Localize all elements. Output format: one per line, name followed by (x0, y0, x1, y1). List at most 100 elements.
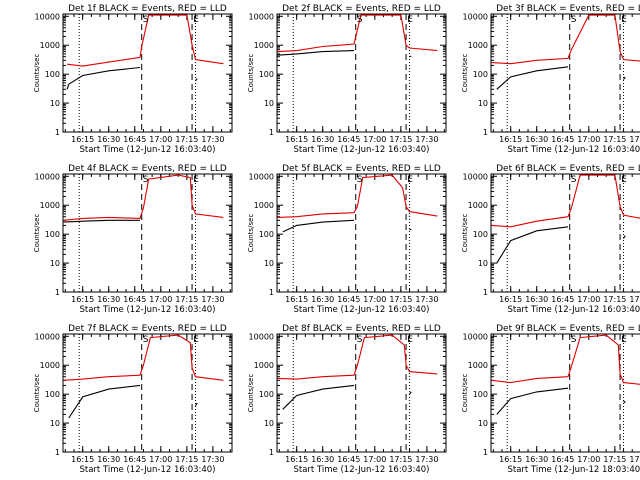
series-line-black (623, 235, 626, 239)
x-tick-label: 17:30 (629, 295, 640, 304)
x-axis-label: Start Time (12-Jun-12 16:03:40) (508, 145, 640, 155)
y-tick-label: 100 (473, 70, 488, 79)
y-tick-label: 10 (264, 99, 274, 108)
y-tick-label: 100 (259, 230, 274, 239)
x-tick-label: 16:45 (123, 455, 146, 464)
series-line-black (195, 78, 198, 81)
x-tick-label: 17:30 (201, 295, 224, 304)
start-marker: S (143, 15, 149, 25)
x-tick-label: 17:15 (603, 135, 626, 144)
series-line-red (67, 14, 224, 67)
series-line-red (491, 14, 640, 65)
x-axis-label: Start Time (12-Jun-12 16:03:40) (294, 465, 430, 475)
x-tick-label: 17:00 (149, 135, 172, 144)
y-tick-label: 1000 (40, 41, 60, 50)
x-tick-label: 16:30 (97, 455, 120, 464)
x-axis-label: Start Time (12-Jun-12 16:03:40) (80, 305, 216, 315)
series-line-black (409, 55, 412, 58)
series-line-red (277, 174, 438, 218)
x-tick-label: 16:15 (285, 455, 308, 464)
x-tick-label: 16:15 (499, 135, 522, 144)
x-axis-label: Start Time (12-Jun-12 16:03:40) (294, 305, 430, 315)
x-tick-label: 17:00 (363, 135, 386, 144)
series-line-black (496, 66, 569, 90)
x-tick-label: 17:15 (389, 295, 412, 304)
y-tick-label: 1 (483, 288, 488, 297)
x-tick-label: 17:00 (149, 295, 172, 304)
chart-panel-8: Det 8f BLACK = Events, RED = LLD 1 10 100 10… (247, 324, 447, 475)
y-tick-label: 10000 (35, 12, 60, 21)
chart-panel-9: Det 9f BLACK = Events, RED = LLD 1 10 100 10… (461, 324, 640, 475)
x-tick-label: 17:00 (577, 295, 600, 304)
x-tick-label: 16:15 (285, 135, 308, 144)
x-tick-label: 17:15 (175, 135, 198, 144)
x-tick-label: 17:00 (363, 295, 386, 304)
chart-panel-4: Det 4f BLACK = Events, RED = LLD 1 10 100 10… (33, 164, 233, 315)
start-marker: S (143, 335, 149, 345)
x-axis-label: Start Time (12-Jun-12 16:03:40) (80, 145, 216, 155)
chart-title: Det 9f BLACK = Events, RED = LLD (496, 324, 640, 334)
y-tick-label: 10 (478, 419, 488, 428)
x-tick-label: 16:15 (499, 455, 522, 464)
plot-frame (276, 13, 447, 133)
chart-title: Det 1f BLACK = Events, RED = LLD (68, 4, 227, 14)
y-tick-label: 10 (478, 99, 488, 108)
series-line-black (282, 219, 355, 233)
x-axis-label: Start Time (12-Jun-12 16:03:40) (80, 465, 216, 475)
y-axis-label: Counts/sec (461, 214, 469, 253)
y-tick-label: 100 (259, 390, 274, 399)
x-tick-label: 17:15 (389, 455, 412, 464)
x-tick-label: 17:30 (201, 135, 224, 144)
plot-frame (276, 333, 447, 453)
y-tick-label: 1 (55, 448, 60, 457)
y-tick-label: 1000 (40, 361, 60, 370)
x-tick-label: 16:15 (71, 135, 94, 144)
x-tick-label: 16:15 (285, 295, 308, 304)
plot-frame (276, 173, 447, 293)
end-marker: E (193, 175, 199, 185)
series-line-black (282, 384, 355, 410)
x-tick-label: 16:45 (123, 295, 146, 304)
series-line-black (623, 400, 626, 404)
x-tick-label: 16:45 (337, 295, 360, 304)
series-line-red (277, 14, 438, 53)
y-tick-label: 1 (269, 128, 274, 137)
start-marker: S (143, 175, 149, 185)
start-marker: S (571, 175, 577, 185)
series-line-black (496, 387, 569, 415)
x-axis-label: Start Time (12-Jun-12 16:03:40) (294, 145, 430, 155)
x-tick-label: 16:30 (525, 455, 548, 464)
y-tick-label: 1 (55, 128, 60, 137)
y-tick-label: 1 (269, 448, 274, 457)
x-tick-label: 16:30 (525, 295, 548, 304)
y-tick-label: 10 (50, 99, 60, 108)
y-axis-label: Counts/sec (33, 54, 41, 93)
chart-panel-2: Det 2f BLACK = Events, RED = LLD 1 10 100 10… (247, 4, 447, 155)
x-tick-label: 16:45 (337, 135, 360, 144)
end-marker: E (407, 15, 413, 25)
chart-panel-6: Det 6f BLACK = Events, RED = LLD 1 10 100 10… (461, 164, 640, 315)
x-tick-label: 17:00 (577, 135, 600, 144)
y-axis-label: Counts/sec (247, 54, 255, 93)
y-tick-label: 1000 (40, 201, 60, 210)
series-line-red (491, 334, 640, 385)
series-line-black (66, 66, 141, 90)
x-tick-label: 16:30 (311, 135, 334, 144)
end-marker: E (621, 335, 627, 345)
series-line-red (63, 174, 224, 221)
chart-title: Det 4f BLACK = Events, RED = LLD (68, 164, 227, 174)
x-tick-label: 17:30 (415, 295, 438, 304)
series-line-black (623, 76, 626, 80)
chart-title: Det 7f BLACK = Events, RED = LLD (68, 324, 227, 334)
x-tick-label: 16:30 (97, 295, 120, 304)
x-tick-label: 16:30 (311, 455, 334, 464)
y-tick-label: 10000 (463, 332, 488, 341)
series-line-red (491, 174, 640, 228)
x-tick-label: 17:15 (389, 135, 412, 144)
chart-title: Det 3f BLACK = Events, RED = LLD (496, 4, 640, 14)
plot-frame (490, 13, 640, 133)
y-tick-label: 10 (478, 259, 488, 268)
start-marker: S (571, 335, 577, 345)
y-tick-label: 1000 (468, 361, 488, 370)
end-marker: E (407, 335, 413, 345)
